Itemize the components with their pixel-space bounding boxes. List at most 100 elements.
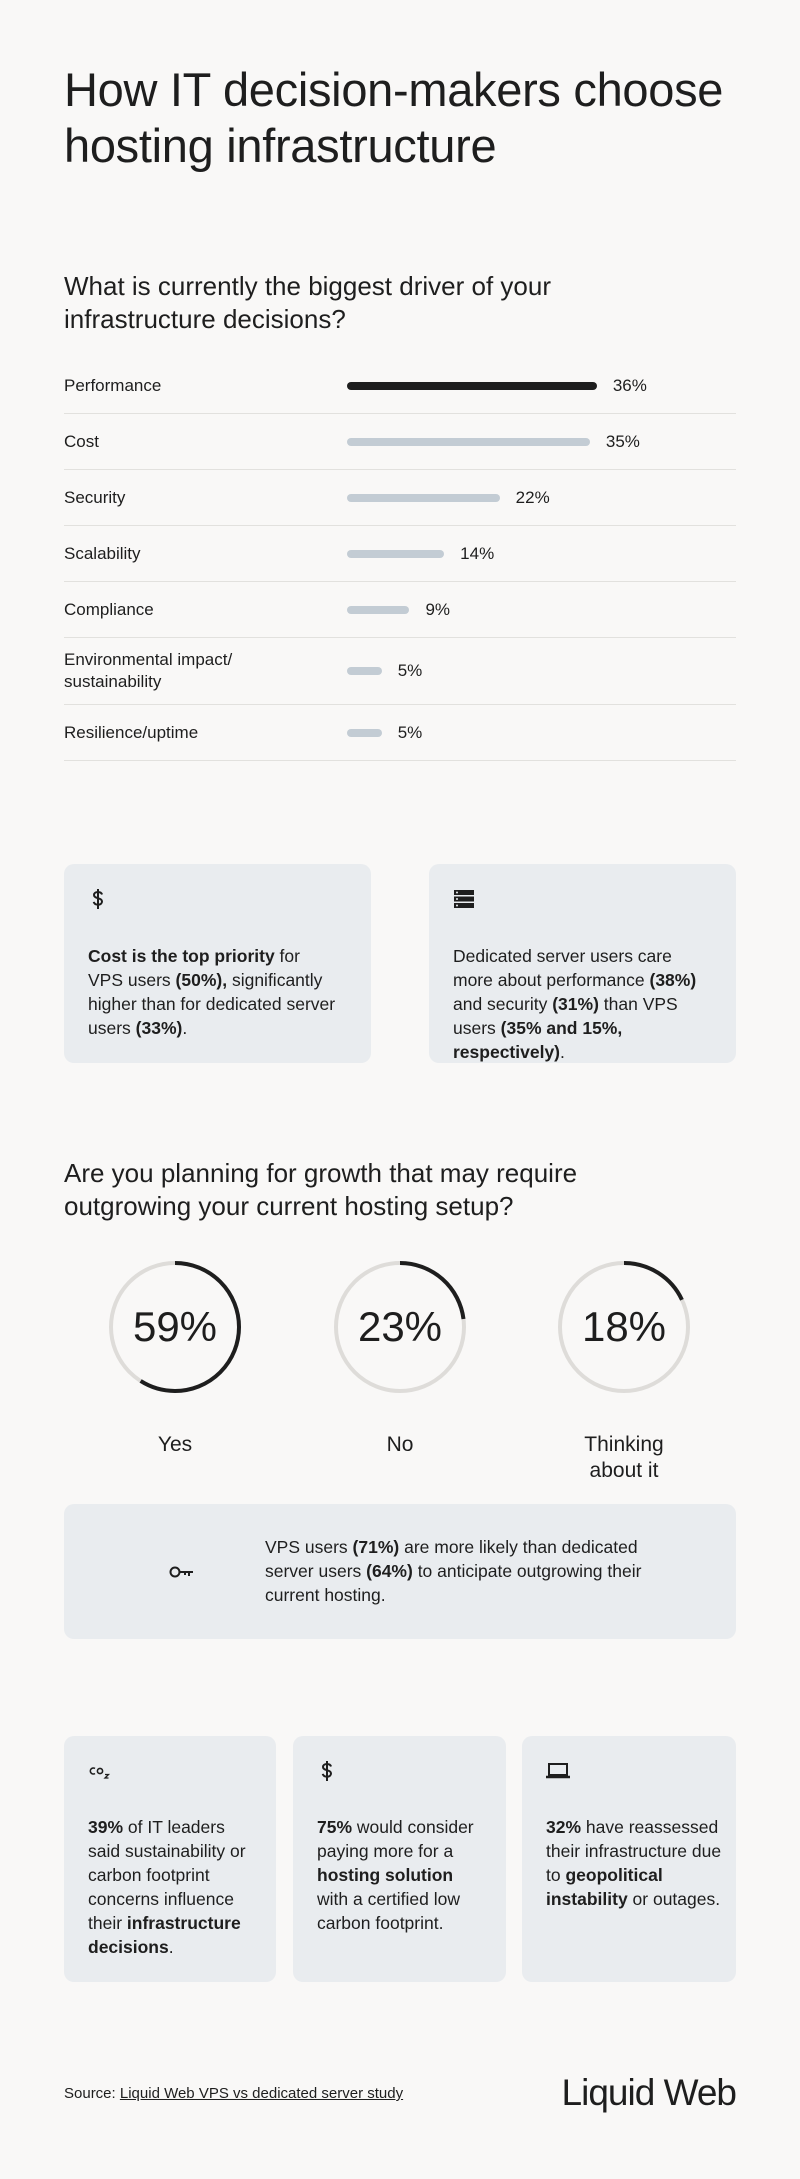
category-label: Security <box>64 487 126 507</box>
bar-row: Performance 36% <box>64 358 736 414</box>
fact-card: 39% of IT leaders said sustainability or… <box>64 1736 276 1982</box>
value-label: 5% <box>397 661 423 680</box>
donut-value: 59% <box>132 1303 218 1350</box>
dollar-icon <box>92 889 104 909</box>
fact-card: 32% have reassessed their infrastructure… <box>522 1736 736 1982</box>
fact-text: 32% have reassessed their infrastructure… <box>546 1815 722 1911</box>
fact-card: 75% would consider paying more for a hos… <box>293 1736 506 1982</box>
bar-row: Resilience/uptime 5% <box>64 705 736 761</box>
text-segment: Cost is the top priority <box>88 946 275 966</box>
key-icon <box>169 1566 193 1578</box>
text-segment: are more likely than dedicated server us… <box>265 1537 638 1581</box>
text-segment: to anticipate outgrowing their current h… <box>265 1561 642 1605</box>
callout-card: Dedicated server users care more about p… <box>429 864 736 1063</box>
server-icon <box>454 890 474 908</box>
donut-ring <box>558 1261 690 1393</box>
bar-row: Cost 35% <box>64 414 736 470</box>
bar-chart: Performance 36% Cost 35% Security 22% Scalabil… <box>64 358 736 761</box>
chart-title: What is currently the biggest driver of … <box>64 271 551 334</box>
value-label: 36% <box>612 375 647 395</box>
bar <box>347 728 382 737</box>
bar-row: Compliance 9% <box>64 582 736 638</box>
dollar-icon <box>321 1761 333 1781</box>
donut-arc <box>109 1261 241 1393</box>
text-segment: geopolitical instability <box>546 1865 663 1909</box>
page-title: How IT decision-makers choose hosting in… <box>64 63 724 172</box>
category-label: Cost <box>64 431 99 451</box>
value-label: 5% <box>397 722 423 742</box>
text-segment: Dedicated server users care more about p… <box>453 946 672 990</box>
donut-label: Thinking about it <box>584 1433 664 1482</box>
text-segment: . <box>168 1937 174 1957</box>
text-segment: with a certified low carbon footprint. <box>317 1889 460 1933</box>
co2-icon <box>89 1767 111 1779</box>
donut-chart: 59% Yes 23% No 18% Thinking about it <box>0 1257 800 1487</box>
text-segment: . <box>560 1042 565 1062</box>
text-segment: infrastructure decisions <box>88 1913 241 1957</box>
donut-ring <box>334 1261 466 1393</box>
text-segment: of IT leaders said sustainability or car… <box>88 1817 246 1933</box>
callout-card: Cost is the top priority for VPS users (… <box>64 864 371 1063</box>
category-label: Scalability <box>64 543 141 563</box>
text-segment: (64%) <box>366 1561 413 1581</box>
value-label: 14% <box>460 543 495 563</box>
text-segment: 39% <box>88 1817 124 1837</box>
fact-text: 75% would consider paying more for a hos… <box>317 1815 489 1935</box>
source-link[interactable]: Liquid Web VPS vs dedicated server study <box>119 2085 404 2102</box>
text-segment: . <box>182 1018 188 1038</box>
text-segment: would consider paying more for a <box>317 1817 474 1861</box>
text-segment: 75% <box>317 1817 353 1837</box>
category-label: Compliance <box>64 599 154 619</box>
text-segment: (71%) <box>352 1537 400 1557</box>
donut-item: 18% Thinking about it <box>554 1257 694 1484</box>
donut-arc <box>334 1261 466 1393</box>
bar <box>347 437 590 446</box>
text-segment: (31%) <box>552 994 599 1014</box>
text-segment: significantly higher than for dedicated … <box>88 970 336 1038</box>
text-segment: (35% and 15%, respectively) <box>453 1018 623 1062</box>
text-segment: and security <box>453 994 553 1014</box>
chart-title: Are you planning for growth that may req… <box>64 1158 578 1221</box>
text-segment: (38%) <box>649 970 697 990</box>
text-segment: (33%) <box>135 1018 183 1038</box>
growth-card: VPS users (71%) are more likely than ded… <box>64 1504 736 1639</box>
text-segment: have reassessed their infrastructure due… <box>546 1817 722 1885</box>
bar-row: Scalability 14% <box>64 526 736 582</box>
bar <box>347 605 410 614</box>
bar <box>347 493 500 502</box>
text-segment: hosting solution <box>317 1865 454 1885</box>
laptop-icon <box>546 1763 570 1779</box>
logo: Liquid Web <box>561 2072 737 2113</box>
donut-value: 18% <box>581 1303 667 1350</box>
donut-value: 23% <box>357 1303 443 1350</box>
fact-text: 39% of IT leaders said sustainability or… <box>88 1815 260 1959</box>
category-label: Performance <box>64 375 162 395</box>
text-segment: for VPS users <box>88 946 300 990</box>
text-segment: 32% <box>546 1817 582 1837</box>
donut-item: 59% Yes <box>105 1257 245 1458</box>
value-label: 9% <box>425 599 451 619</box>
donut-ring <box>109 1261 241 1393</box>
source-prefix: Source: <box>64 2085 116 2102</box>
growth-text: VPS users (71%) are more likely than ded… <box>265 1535 645 1607</box>
value-label: 22% <box>515 487 550 507</box>
callout-text: Dedicated server users care more about p… <box>453 944 715 1064</box>
source: Source: Liquid Web VPS vs dedicated serv… <box>64 2085 403 2102</box>
text-segment: or outages. <box>627 1889 721 1909</box>
donut-label: Yes <box>157 1433 193 1456</box>
text-segment: (50%), <box>175 970 228 990</box>
donut-label: No <box>386 1433 414 1456</box>
value-label: 35% <box>605 431 640 451</box>
callout-text: Cost is the top priority for VPS users (… <box>88 944 338 1040</box>
bar-row: Environmental impact/ sustainability 5% <box>64 638 736 705</box>
bar <box>347 381 597 390</box>
text-segment: VPS users <box>265 1537 353 1557</box>
text-segment: than VPS users <box>453 994 678 1038</box>
donut-arc <box>558 1261 690 1393</box>
bar <box>347 667 382 675</box>
category-label: Resilience/uptime <box>64 722 199 742</box>
donut-item: 23% No <box>330 1257 470 1458</box>
bar <box>347 549 445 558</box>
